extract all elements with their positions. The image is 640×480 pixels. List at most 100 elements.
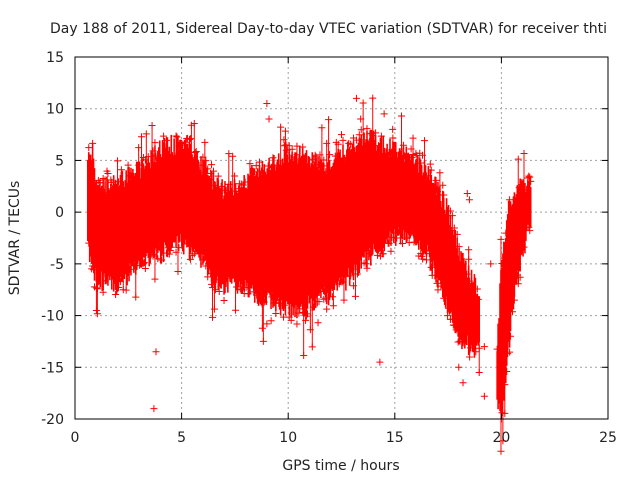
- plot-frame: [74, 56, 609, 420]
- data-point: [417, 159, 425, 167]
- data-point: [353, 270, 361, 278]
- data-point: [407, 145, 415, 153]
- data-point-outlier: [265, 115, 273, 123]
- data-point: [166, 246, 174, 254]
- data-point: [426, 160, 434, 168]
- data-point-outlier: [280, 136, 288, 144]
- data-point: [389, 134, 397, 142]
- data-point: [104, 169, 112, 177]
- data-point: [172, 132, 180, 140]
- data-point-outlier: [150, 405, 158, 413]
- data-point: [506, 196, 514, 204]
- data-point: [142, 130, 150, 138]
- x-tick-label: 25: [599, 430, 617, 446]
- data-point: [506, 348, 514, 356]
- data-point: [372, 129, 380, 137]
- data-point: [508, 308, 516, 316]
- data-point: [527, 177, 535, 185]
- data-point-outlier: [376, 358, 384, 366]
- data-point: [220, 297, 228, 305]
- data-point: [419, 255, 427, 263]
- data-point: [329, 302, 337, 310]
- data-point-outlier: [480, 343, 488, 351]
- data-point: [167, 243, 175, 251]
- data-point: [114, 157, 122, 165]
- data-point: [319, 162, 327, 170]
- data-point: [293, 320, 301, 328]
- data-point: [432, 176, 440, 184]
- data-point: [140, 259, 148, 267]
- data-point: [175, 244, 183, 252]
- data-point: [141, 265, 149, 273]
- data-point: [516, 273, 524, 281]
- data-point: [214, 172, 222, 180]
- chart-title: Day 188 of 2011, Sidereal Day-to-day VTE…: [50, 21, 607, 37]
- data-point: [162, 249, 170, 257]
- data-point: [151, 275, 159, 283]
- data-point: [325, 116, 333, 124]
- data-point-outlier: [465, 196, 473, 204]
- data-point: [374, 251, 382, 259]
- data-point: [138, 133, 146, 141]
- data-point: [192, 147, 200, 155]
- data-point-outlier: [352, 94, 360, 102]
- data-point: [475, 368, 483, 376]
- data-point: [436, 169, 444, 177]
- data-point: [497, 235, 505, 243]
- data-point-outlier: [433, 187, 441, 195]
- y-tick-label: -5: [50, 257, 64, 273]
- data-point: [362, 260, 370, 268]
- data-point: [501, 409, 509, 417]
- data-point: [124, 161, 132, 169]
- data-point: [350, 282, 358, 290]
- data-point: [340, 296, 348, 304]
- data-point: [182, 138, 190, 146]
- y-tick-label: -15: [41, 360, 64, 376]
- y-tick-label: 10: [46, 102, 64, 118]
- data-point: [351, 292, 359, 300]
- data-point: [525, 172, 533, 180]
- data-point: [520, 243, 528, 251]
- data-point: [283, 146, 291, 154]
- data-point-outlier: [267, 317, 275, 325]
- data-point: [334, 140, 342, 148]
- data-point: [499, 437, 507, 445]
- data-point: [498, 409, 506, 417]
- data-point: [474, 295, 482, 303]
- data-point: [320, 156, 328, 164]
- data-point: [315, 298, 323, 306]
- data-point-outlier: [357, 115, 365, 123]
- data-point: [114, 284, 122, 292]
- data-point: [126, 265, 134, 273]
- data-point: [285, 142, 293, 150]
- data-point: [135, 144, 143, 152]
- data-point: [202, 157, 210, 165]
- y-tick-label: -10: [41, 309, 64, 325]
- data-point: [466, 353, 474, 361]
- data-point-outlier: [295, 162, 303, 170]
- y-tick-label: 5: [55, 153, 64, 169]
- data-point: [209, 313, 217, 321]
- data-point: [323, 305, 331, 313]
- data-point: [99, 288, 107, 296]
- data-point: [363, 125, 371, 133]
- data-point: [510, 296, 518, 304]
- data-point: [201, 138, 209, 146]
- data-point: [453, 230, 461, 238]
- data-point-outlier: [263, 320, 271, 328]
- data-point-outlier: [338, 131, 345, 139]
- data-point: [398, 240, 406, 248]
- data-point: [399, 141, 407, 149]
- data-point-outlier: [380, 110, 388, 118]
- data-point-outlier: [455, 363, 463, 371]
- data-point: [450, 224, 458, 232]
- data-point: [272, 310, 280, 318]
- data-point-outlier: [152, 348, 160, 356]
- data-point: [318, 124, 326, 132]
- data-point: [259, 337, 267, 345]
- data-point: [209, 167, 217, 175]
- data-point: [465, 246, 473, 254]
- data-point: [323, 139, 331, 147]
- x-tick-label: 20: [492, 430, 510, 446]
